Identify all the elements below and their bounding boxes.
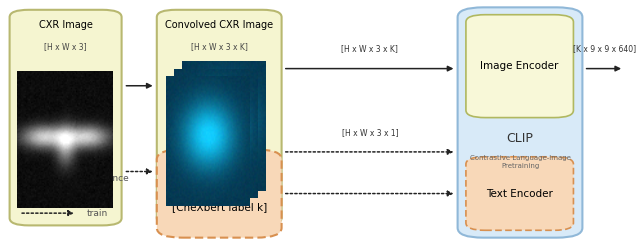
Text: Convolved CXR Image: Convolved CXR Image: [165, 20, 273, 30]
Text: CXR Image: CXR Image: [38, 20, 93, 30]
FancyBboxPatch shape: [458, 7, 582, 238]
Text: [H x W x 3 x K]: [H x W x 3 x K]: [191, 42, 248, 51]
Text: [K x 9 x 9 x 640]: [K x 9 x 9 x 640]: [573, 45, 636, 53]
FancyBboxPatch shape: [466, 157, 573, 230]
Text: [H x W x 3]: [H x W x 3]: [44, 42, 87, 51]
Text: Image Encoder: Image Encoder: [481, 61, 559, 71]
Text: Text Encoder: Text Encoder: [486, 189, 553, 198]
Text: CLIP: CLIP: [507, 132, 533, 145]
FancyBboxPatch shape: [466, 15, 573, 118]
Text: [H x W x 3 x 1]: [H x W x 3 x 1]: [342, 128, 398, 137]
Text: Contrastive Language-Image
Pretraining: Contrastive Language-Image Pretraining: [470, 155, 570, 169]
Text: Ground Truth
Impression
[CheXbert label k]: Ground Truth Impression [CheXbert label …: [172, 174, 267, 213]
Text: inference: inference: [86, 174, 129, 183]
Text: train: train: [86, 209, 108, 218]
FancyBboxPatch shape: [10, 10, 122, 225]
FancyBboxPatch shape: [157, 149, 282, 238]
FancyBboxPatch shape: [157, 10, 282, 225]
Text: [H x W x 3 x K]: [H x W x 3 x K]: [342, 45, 398, 53]
